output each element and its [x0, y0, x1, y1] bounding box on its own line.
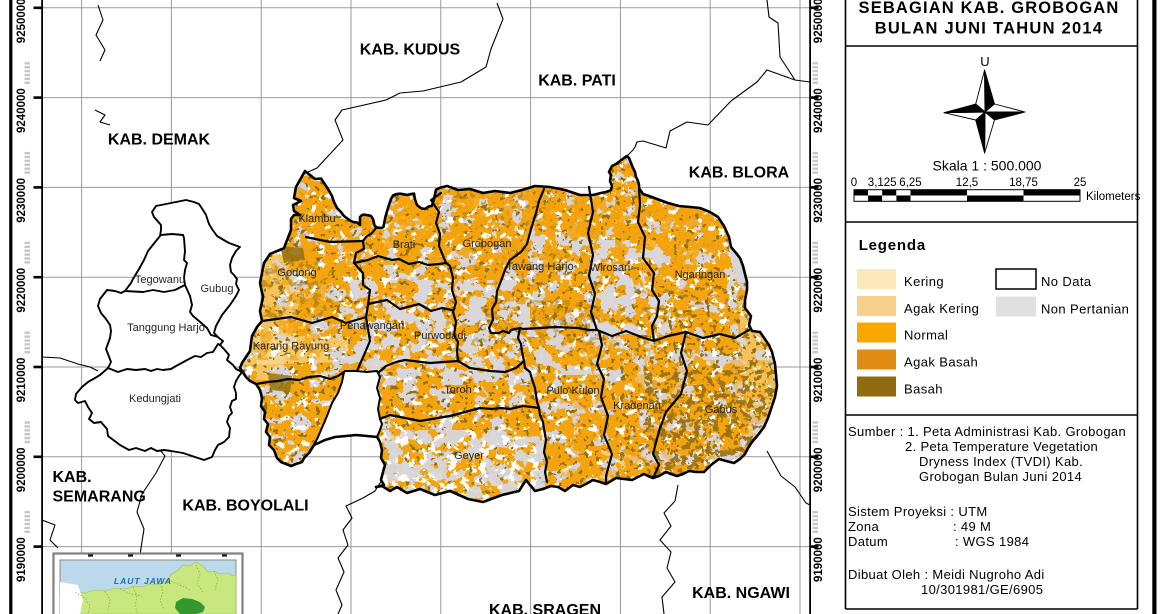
svg-text:BULAN JUNI TAHUN 2014: BULAN JUNI TAHUN 2014 — [875, 20, 1104, 38]
svg-text:Legenda: Legenda — [859, 237, 926, 254]
svg-text:SEBAGIAN KAB. GROBOGAN: SEBAGIAN KAB. GROBOGAN — [859, 0, 1120, 17]
svg-text:Normal: Normal — [904, 328, 948, 343]
svg-text:Ngaringan: Ngaringan — [675, 269, 726, 281]
svg-text:Tegowanu: Tegowanu — [135, 274, 185, 286]
svg-text:9210000: 9210000 — [16, 358, 28, 403]
svg-text:KAB. DEMAK: KAB. DEMAK — [108, 131, 211, 148]
svg-text:25: 25 — [1074, 177, 1087, 189]
svg-text:LAUT JAWA: LAUT JAWA — [114, 576, 172, 586]
svg-text:Purwodadi: Purwodadi — [414, 330, 466, 342]
svg-text:Geyer: Geyer — [454, 450, 484, 462]
svg-text:9250000: 9250000 — [813, 0, 825, 43]
svg-text:Sumber : 1. Peta Administrasi: Sumber : 1. Peta Administrasi Kab. Grobo… — [848, 424, 1126, 439]
svg-text:Zona: Zona — [848, 519, 879, 534]
svg-text:KAB. SRAGEN: KAB. SRAGEN — [489, 602, 601, 614]
svg-text:9240000: 9240000 — [16, 88, 28, 133]
svg-text:2. Peta Temperature Vegetation: 2. Peta Temperature Vegetation — [905, 439, 1098, 454]
svg-text:Wirosari: Wirosari — [590, 262, 630, 274]
svg-text:Basah: Basah — [904, 382, 943, 397]
svg-text:0: 0 — [851, 177, 857, 189]
svg-text:Gubug: Gubug — [200, 283, 233, 295]
svg-text:: 49 M: : 49 M — [953, 519, 991, 534]
svg-text:SEMARANG: SEMARANG — [53, 489, 146, 506]
svg-text:Kering: Kering — [904, 274, 944, 289]
svg-text:Dibuat Oleh : Meidi Nugroho Ad: Dibuat Oleh : Meidi Nugroho Adi — [848, 567, 1045, 582]
svg-text:Penawangan: Penawangan — [340, 320, 404, 332]
svg-text:Kedungjati: Kedungjati — [129, 393, 181, 405]
svg-text:9230000: 9230000 — [16, 178, 28, 223]
svg-text:KAB.: KAB. — [53, 469, 92, 486]
svg-text:6,25: 6,25 — [899, 177, 921, 189]
svg-text:12,5: 12,5 — [956, 177, 978, 189]
svg-text:KAB. NGAWI: KAB. NGAWI — [692, 585, 790, 602]
svg-text:: WGS 1984: : WGS 1984 — [955, 534, 1029, 549]
svg-text:3,125: 3,125 — [868, 177, 897, 189]
svg-text:KAB. PATI: KAB. PATI — [538, 73, 616, 90]
svg-text:9240000: 9240000 — [813, 88, 825, 133]
svg-text:9220000: 9220000 — [813, 268, 825, 313]
svg-text:Agak Kering: Agak Kering — [904, 301, 979, 316]
svg-text:Pulo Kulon: Pulo Kulon — [546, 385, 599, 397]
svg-text:Grobogan: Grobogan — [463, 238, 512, 250]
svg-text:Dryness Index (TVDI) Kab.: Dryness Index (TVDI) Kab. — [919, 454, 1083, 469]
svg-text:Kradenan: Kradenan — [613, 400, 661, 412]
svg-text:Gabus: Gabus — [705, 404, 738, 416]
svg-text:Godong: Godong — [277, 267, 316, 279]
svg-text:Non Pertanian: Non Pertanian — [1041, 302, 1129, 317]
svg-text:Sistem Proyeksi : UTM: Sistem Proyeksi : UTM — [848, 504, 988, 519]
svg-text:9200000: 9200000 — [16, 447, 28, 492]
svg-text:Tawang Harjo: Tawang Harjo — [506, 261, 573, 273]
svg-text:Skala 1 : 500.000: Skala 1 : 500.000 — [933, 158, 1042, 174]
svg-text:Toroh: Toroh — [444, 384, 472, 396]
svg-text:Brati: Brati — [393, 239, 416, 251]
svg-text:18,75: 18,75 — [1009, 177, 1038, 189]
svg-text:Grobogan Bulan Juni 2014: Grobogan Bulan Juni 2014 — [919, 469, 1082, 484]
svg-text:Datum: Datum — [848, 534, 888, 549]
svg-text:9190000: 9190000 — [16, 537, 28, 582]
svg-text:Klambu: Klambu — [298, 213, 335, 225]
svg-text:9190000: 9190000 — [813, 537, 825, 582]
svg-text:9210000: 9210000 — [813, 358, 825, 403]
svg-text:9200000: 9200000 — [813, 447, 825, 492]
svg-text:9230000: 9230000 — [813, 178, 825, 223]
svg-text:KAB. BLORA: KAB. BLORA — [689, 165, 790, 182]
svg-text:U: U — [980, 54, 989, 69]
svg-text:KAB. BOYOLALI: KAB. BOYOLALI — [182, 498, 308, 515]
svg-text:Agak Basah: Agak Basah — [904, 355, 978, 370]
svg-text:No Data: No Data — [1041, 274, 1092, 289]
svg-text:KAB. KUDUS: KAB. KUDUS — [360, 42, 461, 59]
svg-text:Kilometers: Kilometers — [1086, 191, 1141, 203]
svg-text:Karang Rayung: Karang Rayung — [253, 341, 329, 353]
svg-text:9220000: 9220000 — [16, 268, 28, 313]
svg-text:Tanggung Harjo: Tanggung Harjo — [127, 322, 205, 334]
svg-text:9250000: 9250000 — [16, 0, 28, 43]
svg-text:10/301981/GE/6905: 10/301981/GE/6905 — [921, 582, 1043, 597]
